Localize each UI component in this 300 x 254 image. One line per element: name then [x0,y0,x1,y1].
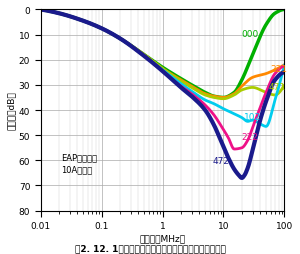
Y-axis label: 減衰量［dB］: 減衰量［dB］ [7,91,16,130]
Text: 221: 221 [270,65,287,74]
Text: 222: 222 [242,132,259,141]
Text: 000: 000 [242,30,259,39]
Text: 471: 471 [268,82,286,91]
X-axis label: 周波数［MHz］: 周波数［MHz］ [140,233,186,242]
Text: 472: 472 [212,156,229,165]
Text: 囲2. 12. 1　接地コンデンサコードとコモン減衰特性例: 囲2. 12. 1 接地コンデンサコードとコモン減衰特性例 [75,244,225,253]
Text: EAPシリーズ
10A定格品: EAPシリーズ 10A定格品 [61,153,98,174]
Text: 102: 102 [244,113,262,121]
